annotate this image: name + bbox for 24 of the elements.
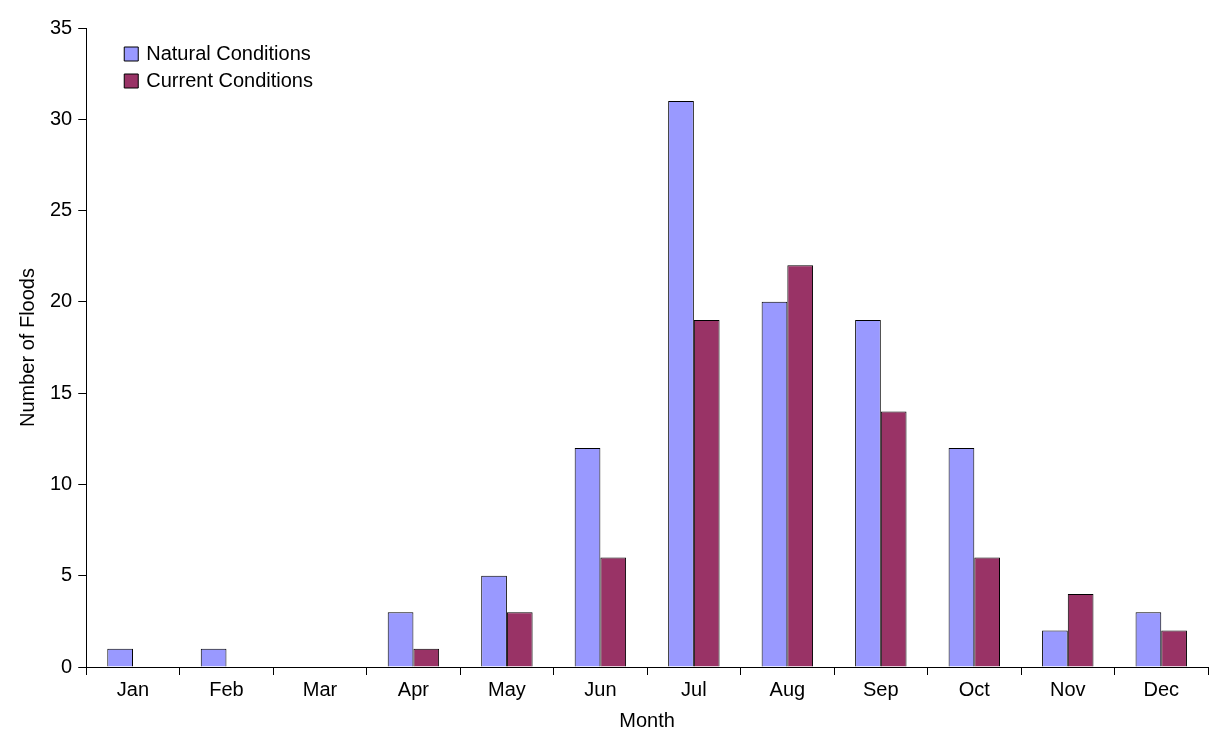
x-tick-label: Oct xyxy=(958,677,991,700)
x-tick-label: Sep xyxy=(863,677,899,700)
x-tick-label: Feb xyxy=(209,677,244,700)
legend-label: Current Conditions xyxy=(146,68,313,91)
x-tick-label: Jun xyxy=(584,677,617,700)
x-tick-label: Mar xyxy=(302,677,338,700)
legend-label: Natural Conditions xyxy=(146,41,311,64)
y-tick-label: 35 xyxy=(50,15,73,38)
y-tick-label: 5 xyxy=(61,563,73,586)
y-axis-title: Number of Floods xyxy=(15,268,38,427)
y-tick-label: 20 xyxy=(50,289,73,312)
y-tick-label: 15 xyxy=(50,380,73,403)
x-tick-label: Jul xyxy=(681,677,707,700)
x-tick-label: Jan xyxy=(116,677,150,700)
x-tick-label: Dec xyxy=(1143,677,1180,700)
y-tick-label: 25 xyxy=(50,198,73,221)
x-tick-label: Nov xyxy=(1049,677,1086,700)
x-axis-title: Month xyxy=(619,708,675,731)
y-tick-label: 30 xyxy=(50,106,73,129)
x-tick-label: Apr xyxy=(397,677,430,700)
x-tick-label: May xyxy=(488,677,526,700)
y-tick-label: 0 xyxy=(61,654,73,677)
y-tick-label: 10 xyxy=(50,471,73,494)
x-tick-label: Aug xyxy=(769,677,806,700)
